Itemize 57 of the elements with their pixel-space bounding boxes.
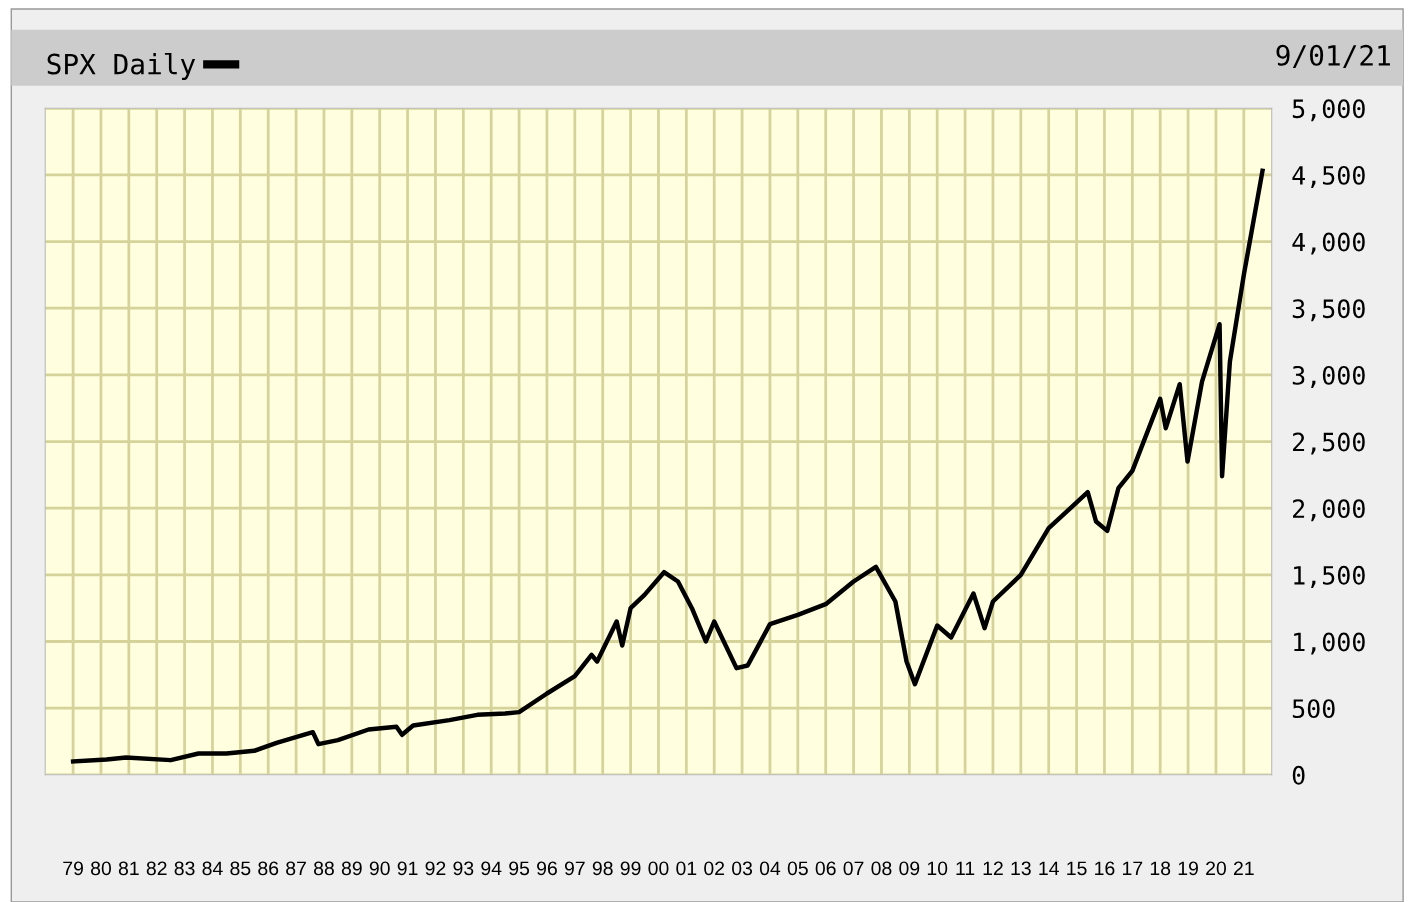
x-tick-label: 88 — [313, 861, 334, 876]
x-tick-label: 07 — [843, 861, 864, 876]
x-tick-label: 93 — [453, 861, 474, 876]
x-tick-label: 90 — [369, 861, 390, 876]
x-tick-label: 96 — [537, 861, 557, 876]
x-tick-label: 91 — [397, 861, 418, 876]
x-tick-label: 81 — [118, 861, 139, 876]
x-tick-label: 17 — [1123, 861, 1143, 876]
x-tick-label: 89 — [341, 861, 362, 876]
x-tick-label: 13 — [1011, 861, 1031, 876]
x-tick-label: 01 — [676, 861, 697, 876]
x-tick-label: 05 — [787, 861, 808, 876]
y-tick-label: 2,500 — [1293, 432, 1365, 455]
x-tick-label: 94 — [481, 861, 502, 876]
x-tick-label: 09 — [899, 861, 920, 876]
x-tick-label: 20 — [1206, 861, 1227, 876]
x-tick-label: 16 — [1095, 861, 1115, 876]
y-tick-label: 4,000 — [1292, 232, 1365, 255]
line-series — [70, 168, 1265, 764]
x-tick-label: 10 — [927, 861, 948, 876]
x-tick-label: 00 — [648, 861, 669, 876]
x-tick-label: 06 — [815, 861, 836, 876]
x-tick-label: 11 — [956, 861, 975, 876]
x-tick-label: 14 — [1039, 861, 1059, 876]
x-tick-label: 92 — [425, 861, 446, 876]
y-tick-label: 1,000 — [1294, 632, 1365, 655]
y-tick-label: 3,500 — [1292, 299, 1365, 322]
x-tick-label: 95 — [509, 861, 530, 876]
x-tick-label: 08 — [871, 861, 892, 876]
x-tick-label: 99 — [620, 861, 641, 876]
x-tick-label: 82 — [146, 861, 167, 876]
x-tick-label: 84 — [202, 861, 223, 876]
y-tick-label: 1,500 — [1294, 565, 1365, 588]
x-tick-label: 85 — [230, 861, 251, 876]
x-tick-label: 79 — [63, 861, 83, 876]
x-tick-label: 03 — [732, 861, 753, 876]
x-tick-label: 18 — [1150, 861, 1171, 876]
y-tick-label: 2,000 — [1293, 499, 1365, 522]
y-tick-label: 500 — [1292, 699, 1335, 719]
x-tick-label: 97 — [564, 861, 585, 876]
x-tick-label: 83 — [174, 861, 195, 876]
x-tick-label: 21 — [1233, 861, 1254, 876]
y-tick-label: 0 — [1292, 765, 1305, 785]
x-tick-label: 87 — [286, 861, 306, 876]
y-tick-label: 3,000 — [1292, 365, 1365, 388]
x-tick-label: 80 — [91, 861, 112, 876]
x-tick-label: 02 — [704, 861, 725, 876]
x-tick-label: 86 — [258, 861, 279, 876]
y-tick-label: 5,000 — [1292, 99, 1365, 122]
x-tick-label: 15 — [1067, 861, 1087, 876]
x-tick-label: 12 — [983, 861, 1003, 876]
x-tick-label: 04 — [759, 861, 781, 876]
legend-label: SPX Daily — [47, 52, 196, 80]
y-tick-label: 4,500 — [1292, 165, 1365, 188]
x-tick-label: 98 — [592, 861, 613, 876]
x-tick-label: 19 — [1178, 861, 1198, 876]
text: 9/01/21 — [1276, 44, 1390, 69]
